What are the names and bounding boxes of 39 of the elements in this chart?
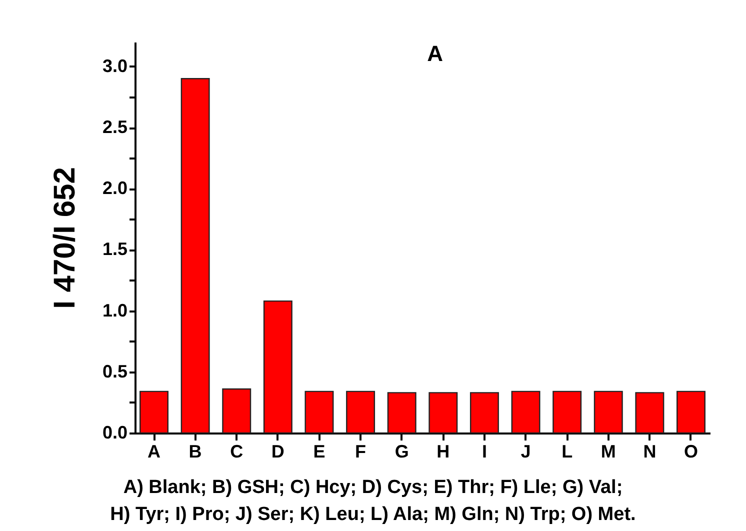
bar xyxy=(511,390,540,434)
text: H) Tyr; I) Pro; J) Ser; K) Leu; L) Ala; M) Gln; N) Trp; O) Met. xyxy=(109,503,637,527)
x-tick-label: M xyxy=(600,442,616,462)
bar xyxy=(470,392,499,434)
x-tick-label: A xyxy=(148,442,160,462)
bar xyxy=(387,392,416,434)
x-tick-label: G xyxy=(394,442,409,462)
x-tick-label: I xyxy=(482,442,487,462)
x-tick-label: N xyxy=(643,442,656,462)
y-tick-label: 2.0 xyxy=(102,178,128,198)
x-tick-label: C xyxy=(230,442,244,462)
bar xyxy=(140,390,168,434)
y-tick-label: 0.5 xyxy=(102,361,128,382)
x-tick-label: O xyxy=(684,442,698,462)
bar xyxy=(552,390,582,434)
text: A) Blank; B) GSH; C) Hcy; D) Cys; E) Thr; F) Lle; G) Val; xyxy=(122,476,624,500)
bar xyxy=(676,390,706,434)
bar xyxy=(594,390,623,434)
x-tick-label: E xyxy=(313,442,326,462)
y-tick-label: 2.5 xyxy=(102,117,128,138)
x-tick-label: H xyxy=(436,442,450,462)
y-tick-label: 0.0 xyxy=(102,422,128,442)
y-tick-label: 3.0 xyxy=(102,56,128,76)
bar xyxy=(180,78,210,434)
x-tick-label: D xyxy=(271,442,284,462)
x-tick-label: F xyxy=(355,442,366,462)
bar xyxy=(222,388,252,434)
bar xyxy=(263,300,292,434)
x-tick-label: L xyxy=(562,442,573,462)
bar xyxy=(346,390,376,434)
bar xyxy=(304,390,334,434)
y-tick-label: 1.0 xyxy=(102,300,128,320)
x-tick-label: B xyxy=(188,442,202,462)
bar xyxy=(635,392,664,434)
y-tick-label: 1.5 xyxy=(102,239,128,260)
x-tick-label: J xyxy=(520,442,531,462)
chart-title: A xyxy=(427,41,444,66)
y-axis-title: I 470/I 652 xyxy=(48,167,82,309)
bar xyxy=(428,392,458,434)
